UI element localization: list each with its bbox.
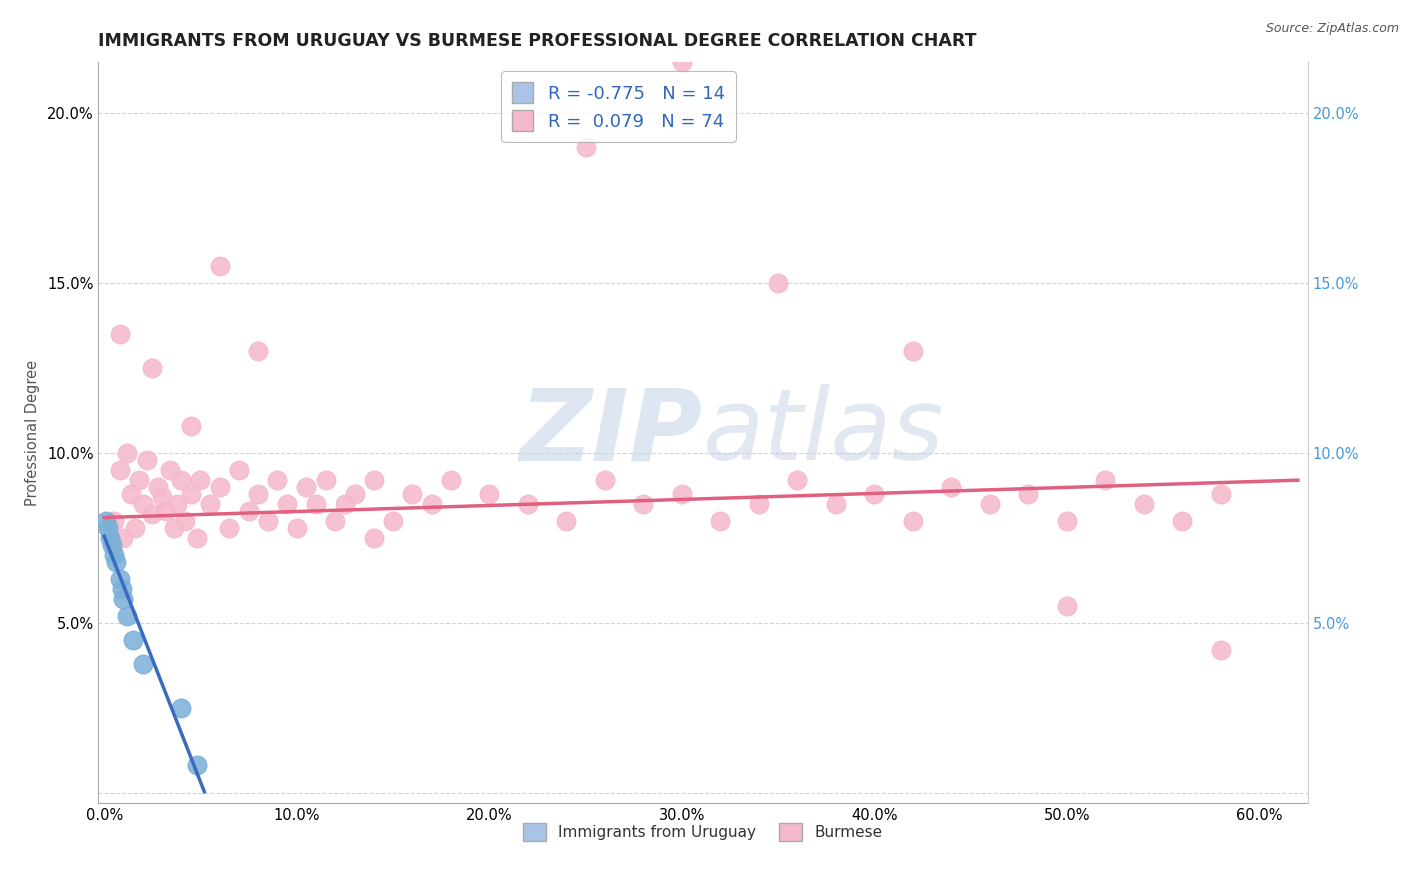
Legend: Immigrants from Uruguay, Burmese: Immigrants from Uruguay, Burmese	[517, 817, 889, 847]
Point	[285, 521, 308, 535]
Point	[104, 555, 127, 569]
Point	[128, 473, 150, 487]
Point	[108, 327, 131, 342]
Point	[1017, 487, 1039, 501]
Point	[266, 473, 288, 487]
Text: ZIP: ZIP	[520, 384, 703, 481]
Point	[159, 463, 181, 477]
Point	[478, 487, 501, 501]
Point	[218, 521, 240, 535]
Point	[671, 487, 693, 501]
Point	[1056, 514, 1078, 528]
Point	[141, 507, 163, 521]
Point	[382, 514, 405, 528]
Point	[94, 514, 117, 528]
Point	[786, 473, 808, 487]
Point	[170, 473, 193, 487]
Point	[555, 514, 578, 528]
Point	[101, 538, 124, 552]
Point	[208, 259, 231, 273]
Point	[198, 497, 221, 511]
Point	[709, 514, 731, 528]
Point	[112, 531, 135, 545]
Point	[333, 497, 356, 511]
Point	[247, 487, 270, 501]
Point	[1209, 643, 1232, 657]
Point	[633, 497, 655, 511]
Point	[593, 473, 616, 487]
Point	[901, 514, 924, 528]
Point	[162, 521, 184, 535]
Point	[117, 446, 139, 460]
Point	[901, 344, 924, 359]
Point	[108, 463, 131, 477]
Point	[150, 490, 173, 504]
Point	[305, 497, 328, 511]
Point	[186, 758, 208, 772]
Point	[979, 497, 1001, 511]
Point	[315, 473, 337, 487]
Point	[166, 497, 188, 511]
Text: IMMIGRANTS FROM URUGUAY VS BURMESE PROFESSIONAL DEGREE CORRELATION CHART: IMMIGRANTS FROM URUGUAY VS BURMESE PROFE…	[98, 32, 977, 50]
Point	[122, 632, 145, 647]
Point	[247, 344, 270, 359]
Point	[131, 657, 153, 671]
Point	[103, 514, 125, 528]
Text: atlas: atlas	[703, 384, 945, 481]
Point	[108, 572, 131, 586]
Text: Source: ZipAtlas.com: Source: ZipAtlas.com	[1265, 22, 1399, 36]
Point	[363, 531, 385, 545]
Point	[276, 497, 298, 511]
Point	[863, 487, 886, 501]
Point	[180, 418, 202, 433]
Point	[98, 531, 121, 545]
Point	[766, 276, 789, 290]
Point	[146, 480, 169, 494]
Point	[124, 521, 146, 535]
Point	[516, 497, 538, 511]
Point	[228, 463, 250, 477]
Point	[1133, 497, 1156, 511]
Point	[941, 480, 963, 494]
Point	[186, 531, 208, 545]
Point	[174, 514, 197, 528]
Point	[110, 582, 132, 596]
Point	[440, 473, 463, 487]
Point	[1094, 473, 1116, 487]
Point	[295, 480, 318, 494]
Point	[131, 497, 153, 511]
Point	[180, 487, 202, 501]
Point	[112, 592, 135, 607]
Point	[208, 480, 231, 494]
Point	[1171, 514, 1194, 528]
Point	[117, 609, 139, 624]
Point	[120, 487, 142, 501]
Point	[103, 548, 125, 562]
Y-axis label: Professional Degree: Professional Degree	[25, 359, 39, 506]
Point	[1056, 599, 1078, 613]
Point	[323, 514, 346, 528]
Point	[135, 452, 157, 467]
Point	[824, 497, 846, 511]
Point	[420, 497, 443, 511]
Point	[671, 55, 693, 70]
Point	[238, 504, 260, 518]
Point	[97, 521, 120, 535]
Point	[141, 361, 163, 376]
Point	[1209, 487, 1232, 501]
Point	[401, 487, 423, 501]
Point	[190, 473, 212, 487]
Point	[343, 487, 366, 501]
Point	[363, 473, 385, 487]
Point	[574, 140, 596, 154]
Point	[155, 504, 177, 518]
Point	[257, 514, 280, 528]
Point	[170, 700, 193, 714]
Point	[748, 497, 770, 511]
